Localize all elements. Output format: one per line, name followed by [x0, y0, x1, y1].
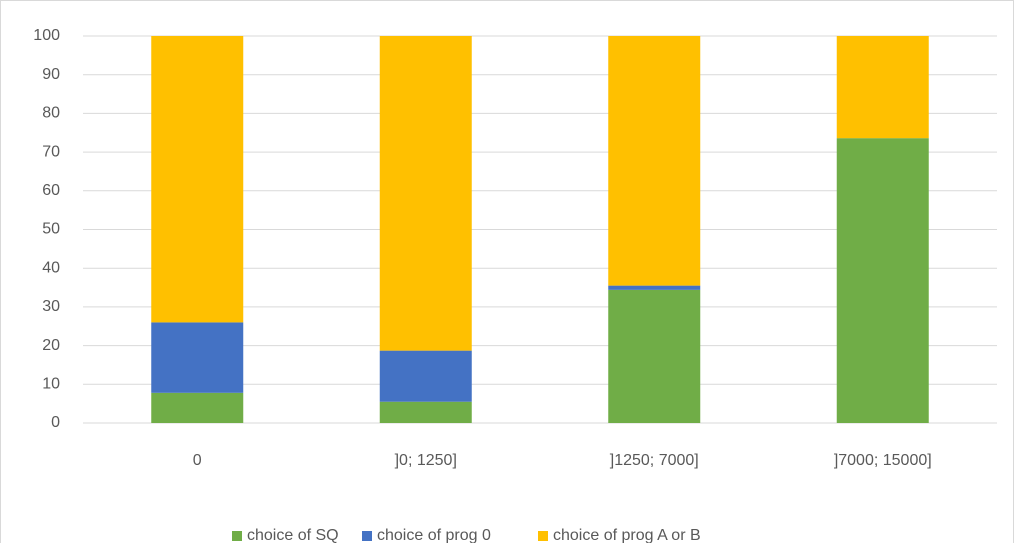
- bar-segment: [151, 322, 244, 393]
- bar-segment: [836, 36, 929, 139]
- bar-segment: [151, 36, 244, 323]
- bar-segment: [379, 350, 472, 402]
- bar-segment: [836, 138, 929, 423]
- legend-label: choice of prog 0: [377, 527, 491, 543]
- bar-segment: [608, 289, 701, 423]
- bar-segment: [379, 401, 472, 423]
- bar-segment: [379, 36, 472, 351]
- y-tick-label: 70: [42, 143, 60, 160]
- bar-segment: [608, 36, 701, 286]
- bar-segment: [151, 392, 244, 423]
- y-tick-label: 30: [42, 298, 60, 315]
- legend-swatch: [538, 531, 548, 541]
- y-tick-label: 80: [42, 105, 60, 122]
- y-tick-label: 40: [42, 259, 60, 276]
- x-tick-label: ]0; 1250]: [395, 452, 457, 469]
- y-tick-label: 10: [42, 376, 60, 393]
- legend-label: choice of SQ: [247, 527, 339, 543]
- legend-swatch: [232, 531, 242, 541]
- x-tick-label: ]1250; 7000]: [610, 452, 699, 469]
- legend-swatch: [362, 531, 372, 541]
- x-tick-label: ]7000; 15000]: [834, 452, 932, 469]
- y-tick-label: 0: [51, 414, 60, 431]
- y-tick-label: 50: [42, 221, 60, 238]
- y-tick-label: 60: [42, 182, 60, 199]
- bar-segment: [608, 285, 701, 290]
- y-tick-label: 90: [42, 66, 60, 83]
- y-tick-label: 100: [33, 27, 60, 44]
- y-tick-label: 20: [42, 337, 60, 354]
- x-tick-label: 0: [193, 452, 202, 469]
- legend-label: choice of prog A or B: [553, 527, 701, 543]
